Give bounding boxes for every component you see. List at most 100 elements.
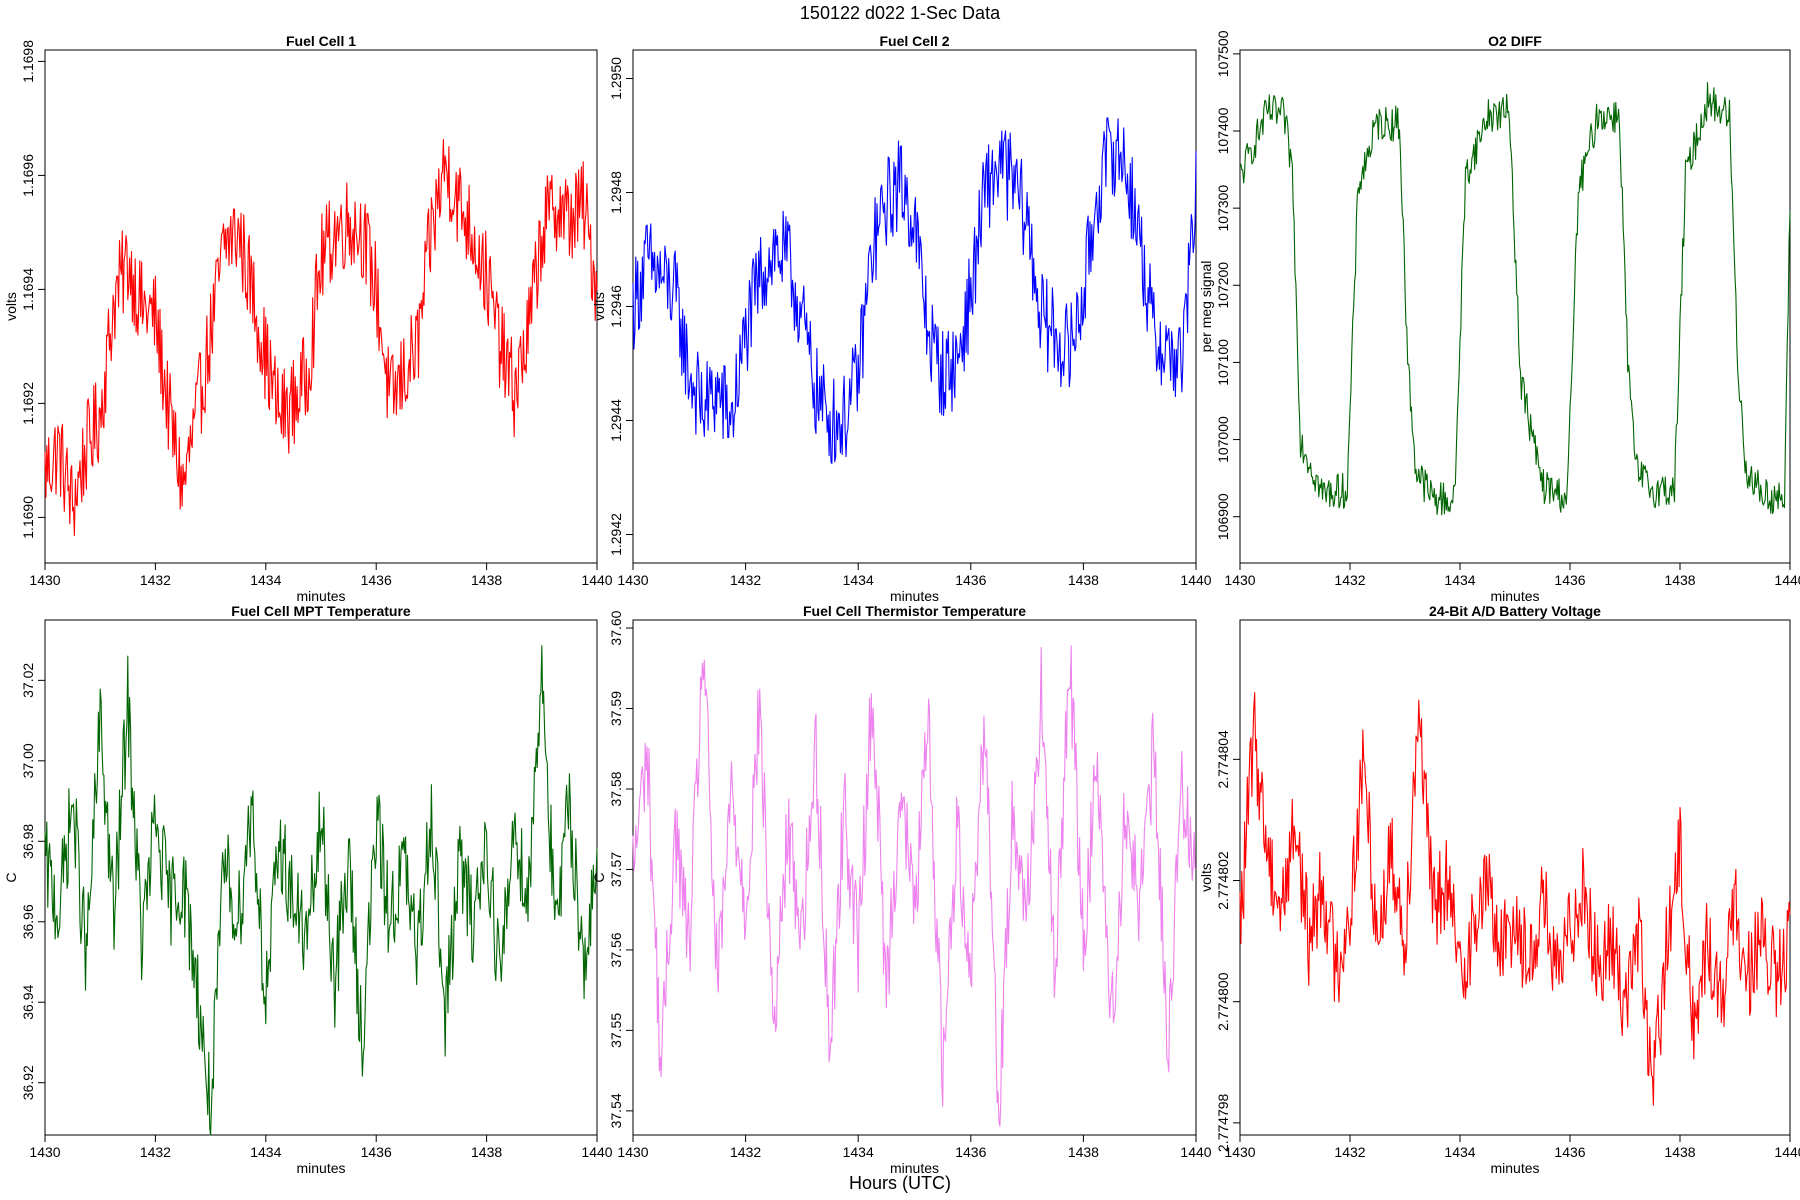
x-tick-label: 1434 — [250, 1144, 281, 1160]
y-tick-label: 37.55 — [608, 1013, 624, 1048]
x-axis-label: minutes — [1490, 588, 1539, 604]
x-tick-label: 1438 — [471, 572, 502, 588]
x-tick-label: 1432 — [1334, 572, 1365, 588]
x-tick-label: 1440 — [581, 572, 612, 588]
y-tick-label: 1.1690 — [20, 496, 36, 539]
x-tick-label: 1440 — [1774, 572, 1800, 588]
y-tick-label: 1.1692 — [20, 382, 36, 425]
series-line — [44, 645, 598, 1136]
y-tick-label: 1.1698 — [20, 40, 36, 83]
x-tick-label: 1436 — [361, 572, 392, 588]
x-tick-label: 1434 — [843, 1144, 874, 1160]
series-line — [1239, 692, 1791, 1106]
series-line — [44, 139, 598, 537]
y-tick-label: 37.60 — [608, 610, 624, 645]
x-tick-label: 1432 — [730, 572, 761, 588]
x-tick-label: 1432 — [140, 1144, 171, 1160]
y-tick-label: 37.57 — [608, 852, 624, 887]
x-tick-label: 1438 — [1068, 572, 1099, 588]
x-tick-label: 1432 — [1334, 1144, 1365, 1160]
y-tick-label: 37.59 — [608, 691, 624, 726]
chart-panel: Fuel Cell Thermistor Temperature 1430 1432… — [591, 603, 1212, 1176]
y-tick-label: 2.774798 — [1215, 1093, 1231, 1152]
y-tick-label: 37.58 — [608, 771, 624, 806]
y-axis-label: per meg signal — [1198, 261, 1214, 353]
x-axis-label: minutes — [296, 1160, 345, 1176]
y-tick-label: 107100 — [1215, 339, 1231, 386]
plot-frame — [1239, 49, 1791, 564]
figure-x-label: Hours (UTC) — [849, 1173, 951, 1193]
x-tick-label: 1430 — [617, 572, 648, 588]
plot-frame — [632, 619, 1197, 1136]
y-axis-label: C — [591, 872, 607, 882]
x-axis-label: minutes — [890, 588, 939, 604]
y-tick-label: 1.1694 — [20, 268, 36, 311]
y-tick-label: 36.92 — [20, 1065, 36, 1100]
chart-title: Fuel Cell 2 — [879, 33, 949, 49]
x-tick-label: 1438 — [471, 1144, 502, 1160]
chart-title: O2 DIFF — [1488, 33, 1542, 49]
x-tick-label: 1432 — [140, 572, 171, 588]
y-tick-label: 37.56 — [608, 932, 624, 967]
plot-frame — [44, 619, 598, 1136]
chart-title: Fuel Cell MPT Temperature — [231, 603, 411, 619]
y-axis-label: volts — [591, 292, 607, 321]
x-tick-label: 1438 — [1068, 1144, 1099, 1160]
x-tick-label: 1440 — [581, 1144, 612, 1160]
x-axis-label: minutes — [296, 588, 345, 604]
y-tick-label: 37.02 — [20, 663, 36, 698]
y-tick-label: 107200 — [1215, 262, 1231, 309]
y-tick-label: 37.00 — [20, 743, 36, 778]
chart-panel: O2 DIFF 1430 1432 1434 1436 1438 1440 106900 107… — [1198, 30, 1800, 604]
chart-panels: Fuel Cell 1 1430 1432 1434 1436 1438 1440 1.169… — [3, 30, 1800, 1176]
chart-panel: Fuel Cell 1 1430 1432 1434 1436 1438 1440 1.169… — [3, 33, 613, 604]
x-tick-label: 1440 — [1774, 1144, 1800, 1160]
plot-frame — [632, 49, 1197, 564]
y-tick-label: 1.2946 — [608, 285, 624, 328]
y-tick-label: 2.774804 — [1215, 730, 1231, 789]
chart-title: Fuel Cell 1 — [286, 33, 356, 49]
y-tick-label: 1.1696 — [20, 154, 36, 197]
x-tick-label: 1436 — [1554, 572, 1585, 588]
series-line — [632, 117, 1197, 464]
x-tick-label: 1436 — [955, 572, 986, 588]
y-tick-label: 36.98 — [20, 824, 36, 859]
y-tick-label: 107500 — [1215, 30, 1231, 77]
y-tick-label: 2.774802 — [1215, 851, 1231, 910]
x-tick-label: 1432 — [730, 1144, 761, 1160]
chart-title: Fuel Cell Thermistor Temperature — [803, 603, 1026, 619]
series-line — [1239, 82, 1791, 516]
figure-title: 150122 d022 1-Sec Data — [800, 3, 1001, 23]
x-tick-label: 1440 — [1180, 1144, 1211, 1160]
chart-title: 24-Bit A/D Battery Voltage — [1429, 603, 1601, 619]
x-tick-label: 1430 — [1224, 1144, 1255, 1160]
x-tick-label: 1436 — [955, 1144, 986, 1160]
y-axis-label: C — [3, 872, 19, 882]
x-tick-label: 1434 — [1444, 572, 1475, 588]
y-tick-label: 1.2944 — [608, 399, 624, 442]
y-tick-label: 106900 — [1215, 493, 1231, 540]
y-tick-label: 36.96 — [20, 904, 36, 939]
plot-frame — [1239, 619, 1791, 1136]
plot-frame — [44, 49, 598, 564]
series-line — [632, 645, 1197, 1127]
y-tick-label: 107400 — [1215, 107, 1231, 154]
x-tick-label: 1430 — [617, 1144, 648, 1160]
x-tick-label: 1430 — [1224, 572, 1255, 588]
x-tick-label: 1434 — [843, 572, 874, 588]
y-tick-label: 37.54 — [608, 1093, 624, 1128]
x-tick-label: 1438 — [1664, 572, 1695, 588]
x-tick-label: 1434 — [1444, 1144, 1475, 1160]
y-tick-label: 1.2948 — [608, 171, 624, 214]
y-axis-label: volts — [3, 292, 19, 321]
chart-panel: 24-Bit A/D Battery Voltage 1430 1432 1434 14… — [1198, 603, 1800, 1176]
y-tick-label: 1.2942 — [608, 513, 624, 556]
y-tick-label: 1.2950 — [608, 57, 624, 100]
x-tick-label: 1436 — [361, 1144, 392, 1160]
y-axis-label: volts — [1198, 863, 1214, 892]
y-tick-label: 2.774800 — [1215, 972, 1231, 1031]
chart-panel: Fuel Cell MPT Temperature 1430 1432 1434 143… — [3, 603, 613, 1176]
x-tick-label: 1434 — [250, 572, 281, 588]
y-tick-label: 107000 — [1215, 416, 1231, 463]
